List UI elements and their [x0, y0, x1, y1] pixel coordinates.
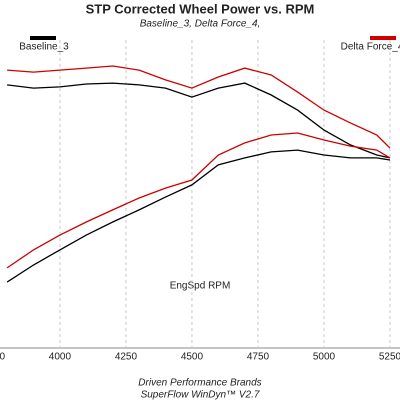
- footer-text: SuperFlow WinDyn™ V2.7: [141, 390, 260, 400]
- legend-label: Baseline_3: [19, 42, 69, 53]
- legend-label: Delta Force_4: [341, 42, 400, 53]
- legend-swatch: [30, 36, 56, 40]
- x-tick-label: 5250: [379, 352, 400, 363]
- chart-subtitle: Baseline_3, Delta Force_4,: [140, 19, 261, 30]
- x-tick-label: 4500: [181, 352, 204, 363]
- line-power: [6, 149, 391, 283]
- x-tick-label: 4250: [115, 352, 138, 363]
- footer-text: Driven Performance Brands: [138, 378, 261, 389]
- chart-title: STP Corrected Wheel Power vs. RPM: [86, 1, 315, 16]
- line-power: [6, 132, 391, 269]
- line-torque: [7, 65, 391, 149]
- x-tick-label: 4750: [247, 352, 270, 363]
- legend-swatch: [370, 36, 396, 40]
- x-tick-label: 5000: [313, 352, 336, 363]
- x-axis-label: EngSpd RPM: [170, 281, 231, 292]
- x-tick-label: 4000: [49, 352, 72, 363]
- x-tick-label: 3750: [0, 352, 5, 363]
- line-torque: [7, 82, 391, 159]
